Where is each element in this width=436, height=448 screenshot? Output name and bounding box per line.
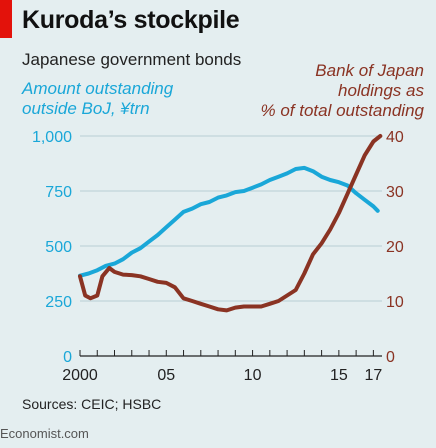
y-left-tick-label: 750	[45, 184, 72, 201]
y-left-tick-label: 1,000	[32, 129, 72, 146]
x-tick-label: 17	[364, 367, 382, 384]
right-axis-label-line: % of total outstanding	[260, 101, 424, 120]
source-note: Sources: CEIC; HSBC	[22, 396, 162, 412]
y-left-tick-label: 250	[45, 294, 72, 311]
y-left-tick-label: 0	[63, 349, 72, 366]
x-tick-label: 2000	[62, 367, 98, 384]
y-right-tick-label: 20	[386, 239, 404, 256]
chart-title: Kuroda’s stockpile	[22, 6, 240, 34]
y-right-tick-label: 40	[386, 129, 404, 146]
left-axis-label-line: Amount outstanding	[22, 79, 174, 98]
brand-red-tag	[0, 0, 12, 38]
x-tick-label: 05	[157, 367, 175, 384]
right-axis-label-line: holdings as	[337, 81, 424, 100]
left-axis-label: Amount outstanding outside BoJ, ¥trn	[22, 79, 173, 119]
right-axis-label: Bank of Japan holdings as % of total out…	[260, 61, 424, 121]
y-left-tick-label: 500	[45, 239, 72, 256]
y-right-tick-label: 0	[386, 349, 395, 366]
right-axis-label-line: Bank of Japan	[315, 61, 424, 80]
x-tick-label: 15	[330, 367, 348, 384]
x-tick-label: 10	[244, 367, 262, 384]
y-right-tick-label: 10	[386, 294, 404, 311]
series-line-amount-outstanding	[78, 165, 380, 278]
series-line-boj-holdings	[78, 134, 383, 313]
left-axis-label-line: outside BoJ, ¥trn	[22, 99, 150, 118]
footer-brand: Economist.com	[0, 426, 89, 441]
chart-subtitle: Japanese government bonds	[22, 50, 242, 69]
y-right-tick-label: 30	[386, 184, 404, 201]
